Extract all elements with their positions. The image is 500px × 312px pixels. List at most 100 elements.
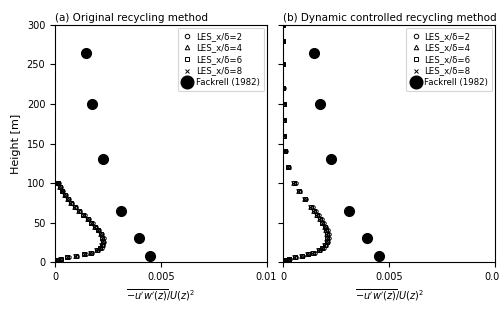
- LES_x/δ=8: [54, 259, 60, 262]
- LES_x/δ=2: [101, 241, 107, 244]
- LES_x/δ=6: [322, 225, 328, 228]
- Fackrell (1982): [82, 51, 88, 55]
- LES_x/δ=2: [78, 209, 84, 212]
- LES_x/δ=6: [282, 149, 288, 153]
- LES_x/δ=2: [62, 193, 68, 197]
- LES_x/δ=8: [280, 260, 286, 264]
- LES_x/δ=4: [324, 229, 330, 232]
- LES_x/δ=8: [94, 229, 100, 232]
- LES_x/δ=2: [313, 209, 319, 212]
- LES_x/δ=6: [80, 213, 86, 217]
- LES_x/δ=6: [52, 260, 58, 264]
- LES_x/δ=6: [280, 102, 286, 106]
- LES_x/δ=2: [312, 251, 318, 255]
- LES_x/δ=4: [300, 254, 306, 258]
- LES_x/δ=4: [58, 257, 64, 261]
- LES_x/δ=8: [322, 229, 328, 232]
- LES_x/δ=2: [283, 149, 289, 153]
- LES_x/δ=6: [64, 197, 70, 201]
- LES_x/δ=4: [320, 246, 326, 250]
- LES_x/δ=8: [280, 39, 286, 43]
- LES_x/δ=4: [312, 209, 318, 212]
- LES_x/δ=8: [290, 181, 296, 185]
- LES_x/δ=8: [318, 246, 324, 250]
- LES_x/δ=4: [280, 86, 286, 90]
- LES_x/δ=6: [100, 241, 106, 244]
- LES_x/δ=6: [73, 254, 79, 258]
- LES_x/δ=6: [285, 165, 291, 169]
- X-axis label: $\overline{-u'w'(z)}/U(z)^2$: $\overline{-u'w'(z)}/U(z)^2$: [354, 287, 424, 303]
- LES_x/δ=2: [304, 197, 310, 201]
- LES_x/δ=4: [81, 213, 87, 217]
- LES_x/δ=2: [74, 254, 80, 258]
- LES_x/δ=2: [70, 201, 75, 205]
- LES_x/δ=6: [81, 252, 87, 256]
- LES_x/δ=6: [56, 185, 62, 189]
- LES_x/δ=2: [326, 232, 332, 236]
- LES_x/δ=6: [298, 254, 304, 258]
- LES_x/δ=4: [55, 181, 61, 185]
- LES_x/δ=8: [310, 209, 316, 212]
- LES_x/δ=4: [100, 236, 106, 240]
- LES_x/δ=2: [292, 181, 298, 185]
- LES_x/δ=8: [80, 252, 86, 256]
- LES_x/δ=8: [94, 248, 100, 252]
- LES_x/δ=4: [77, 209, 83, 212]
- LES_x/δ=8: [292, 256, 298, 259]
- LES_x/δ=8: [316, 217, 322, 221]
- LES_x/δ=2: [90, 221, 96, 224]
- LES_x/δ=4: [94, 248, 100, 252]
- LES_x/δ=2: [73, 205, 79, 209]
- LES_x/δ=6: [282, 259, 288, 262]
- Text: (a) Original recycling method: (a) Original recycling method: [55, 13, 208, 23]
- LES_x/δ=6: [292, 256, 298, 259]
- LES_x/δ=8: [64, 197, 70, 201]
- LES_x/δ=8: [281, 134, 287, 138]
- LES_x/δ=2: [323, 225, 329, 228]
- LES_x/δ=2: [280, 63, 286, 66]
- LES_x/δ=4: [96, 229, 102, 232]
- Fackrell (1982): [147, 254, 153, 258]
- LES_x/δ=2: [54, 259, 60, 262]
- LES_x/δ=4: [324, 241, 330, 244]
- LES_x/δ=4: [280, 118, 286, 122]
- LES_x/δ=2: [60, 189, 66, 193]
- LES_x/δ=2: [56, 181, 62, 185]
- Fackrell (1982): [100, 158, 105, 161]
- LES_x/δ=2: [280, 102, 286, 106]
- LES_x/δ=8: [324, 232, 330, 236]
- LES_x/δ=2: [306, 252, 312, 256]
- LES_x/δ=8: [99, 241, 105, 244]
- LES_x/δ=6: [76, 209, 82, 212]
- LES_x/δ=6: [98, 246, 103, 250]
- Line: LES_x/δ=2: LES_x/δ=2: [54, 181, 106, 264]
- LES_x/δ=2: [281, 118, 287, 122]
- LES_x/δ=6: [68, 201, 74, 205]
- LES_x/δ=6: [310, 251, 316, 255]
- LES_x/δ=6: [286, 257, 292, 261]
- LES_x/δ=2: [86, 217, 92, 221]
- Line: LES_x/δ=8: LES_x/δ=8: [282, 23, 329, 264]
- Fackrell (1982): [364, 236, 370, 240]
- LES_x/δ=8: [309, 251, 315, 255]
- LES_x/δ=4: [320, 221, 326, 224]
- LES_x/δ=6: [72, 205, 78, 209]
- LES_x/δ=4: [280, 102, 286, 106]
- LES_x/δ=8: [57, 257, 63, 261]
- LES_x/δ=6: [324, 232, 330, 236]
- LES_x/δ=8: [68, 201, 73, 205]
- LES_x/δ=4: [311, 251, 317, 255]
- LES_x/δ=8: [301, 197, 307, 201]
- LES_x/δ=8: [320, 225, 326, 228]
- LES_x/δ=2: [318, 217, 324, 221]
- LES_x/δ=8: [280, 102, 286, 106]
- LES_x/δ=8: [84, 217, 90, 221]
- LES_x/δ=8: [323, 241, 329, 244]
- Line: LES_x/δ=4: LES_x/δ=4: [282, 23, 330, 264]
- LES_x/δ=8: [282, 259, 288, 262]
- LES_x/δ=8: [307, 205, 313, 209]
- LES_x/δ=8: [54, 181, 60, 185]
- LES_x/δ=4: [302, 197, 308, 201]
- LES_x/δ=4: [54, 259, 60, 262]
- LES_x/δ=4: [100, 241, 106, 244]
